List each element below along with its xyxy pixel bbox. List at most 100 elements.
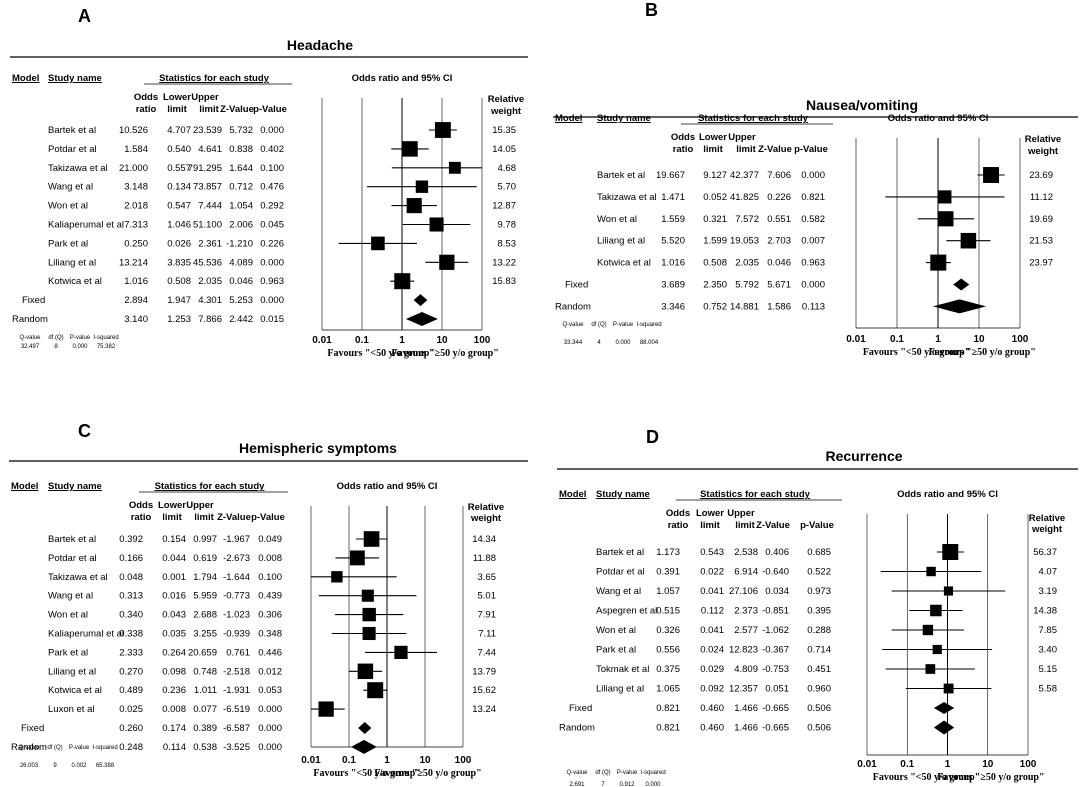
panel-d-row-odds: 0.326 (656, 625, 680, 636)
panel-d-het-label: Q-value (566, 770, 588, 776)
panel-a-row-pvalue: 0.226 (260, 238, 284, 249)
panel-c-row-odds: 0.260 (119, 723, 143, 734)
panel-a-header-upper-limit: limit (199, 104, 219, 115)
panel-c-row-weight: 14.34 (472, 534, 496, 545)
panel-c-row-zvalue: -6.587 (223, 723, 250, 734)
panel-a-row-zvalue: 4.089 (229, 257, 253, 268)
panel-a-study-square (434, 122, 451, 138)
panel-c-tick-label: 0.1 (342, 755, 356, 766)
panel-a-tick-label: 1 (399, 335, 405, 346)
panel-b-row-upper: 14.881 (730, 301, 759, 312)
panel-c-study-square (331, 571, 343, 583)
panel-b-study-square (938, 190, 952, 204)
panel-b-het-value: 0.000 (615, 340, 631, 346)
panel-c-row-weight: 7.11 (478, 629, 496, 640)
panel-b-row-pvalue: 0.000 (801, 280, 825, 291)
panel-b-row-odds: 1.559 (661, 214, 685, 225)
panel-a-row-upper: 7.866 (198, 314, 222, 325)
panel-d-study-square (943, 586, 954, 596)
panel-c-row-pvalue: 0.306 (258, 610, 282, 621)
panel-d-het-label: I-squared (640, 770, 665, 776)
panel-b-row-pvalue: 0.582 (801, 214, 825, 225)
panel-a-row-zvalue: 2.442 (229, 314, 253, 325)
panel-c-row-upper: 0.619 (193, 553, 217, 564)
panel-c-favours-right: Favours "≥50 y/o group" (374, 768, 481, 779)
panel-b-row-weight: 19.69 (1029, 214, 1053, 225)
panel-c-row-lower: 0.035 (162, 629, 186, 640)
panel-a-header-study-name: Study name (48, 73, 102, 84)
panel-a-row-name: Won et al (48, 201, 88, 212)
panel-d-pooled-diamond (933, 720, 955, 735)
panel-d-row-weight: 3.40 (1039, 645, 1058, 656)
panel-d-header-lower-limit: limit (700, 520, 720, 531)
panel-d-het-label: P-value (617, 770, 638, 776)
panel-c-study-square (362, 607, 376, 622)
panel-b-het-value: 33.344 (564, 340, 583, 346)
panel-d-row-pvalue: 0.506 (807, 723, 831, 734)
panel-b-tick-label: 1 (935, 334, 941, 345)
panel-a-row-weight: 13.22 (492, 257, 516, 268)
panel-c-row-name: Potdar et al (48, 553, 97, 564)
panel-a-row-weight: 9.78 (498, 220, 517, 231)
panel-a-row-name: Potdar et al (48, 144, 97, 155)
panel-d-row-upper: 4.809 (734, 664, 758, 675)
panel-a-row-pvalue: 0.045 (260, 220, 284, 231)
panel-b-row-zvalue: 5.671 (767, 280, 791, 291)
panel-a-row-odds: 13.214 (119, 257, 148, 268)
panel-a-study-square (371, 236, 385, 251)
panel-a-het-value: 0.000 (72, 344, 88, 350)
panel-d-letter: D (646, 427, 659, 447)
panel-b-study-square (938, 211, 954, 227)
panel-d-row-zvalue: -0.367 (762, 645, 789, 656)
panel-c-row-upper: 1.794 (193, 572, 217, 583)
panel-c-row-weight: 5.01 (478, 591, 497, 602)
panel-b-row-name: Won et al (597, 214, 637, 225)
panel-a-row-odds: 3.148 (124, 182, 148, 193)
panel-d-row-name: Liliang et al (596, 684, 644, 695)
panel-a-het-label: P-value (70, 335, 91, 341)
panel-a-row-zvalue: 1.054 (229, 201, 253, 212)
panel-c-row-upper: 0.389 (193, 723, 217, 734)
panel-b-row-upper: 42.377 (730, 170, 759, 181)
panel-a-header-lower-limit: limit (167, 104, 187, 115)
panel-d-row-zvalue: -0.665 (762, 703, 789, 714)
panel-a-study-square (415, 180, 429, 193)
panel-a-row-name: Bartek et al (48, 125, 96, 136)
panel-c-het-value: 26.003 (20, 763, 39, 769)
panel-c-row-pvalue: 0.000 (258, 742, 282, 753)
panel-b-row-name: Bartek et al (597, 170, 645, 181)
panel-b-row-pvalue: 0.113 (802, 301, 825, 312)
panel-a-study-square (448, 161, 461, 174)
panel-a-row-weight: 5.70 (498, 182, 517, 193)
panel-b-row-odds: 1.471 (661, 192, 685, 203)
panel-c-row-zvalue: -2.518 (223, 666, 250, 677)
panel-c-header-lower-limit: limit (162, 512, 182, 523)
panel-c-row-odds: 0.270 (119, 666, 143, 677)
panel-d-tick-label: 1 (945, 759, 951, 770)
panel-c-row-zvalue: -1.644 (223, 572, 250, 583)
panel-a-header-weight: weight (490, 106, 522, 117)
panel-d-row-zvalue: -1.062 (762, 625, 789, 636)
panel-d-row-upper: 2.373 (734, 606, 758, 617)
panel-c-header-upper: Upper (186, 500, 214, 511)
panel-a-row-lower: 1.947 (167, 295, 191, 306)
panel-c-row-pvalue: 0.439 (258, 591, 282, 602)
panel-a-study-square (429, 217, 444, 232)
panel-c-row-name: Fixed (21, 723, 44, 734)
panel-b-row-weight: 23.97 (1029, 258, 1053, 269)
panel-b-row-lower: 2.350 (703, 280, 727, 291)
panel-a-favours-right: Favours "≥50 y/o group" (392, 348, 499, 359)
panel-c-letter: C (78, 421, 91, 441)
panel-a-het-value: 8 (54, 344, 58, 350)
panel-a-letter: A (78, 6, 91, 26)
panel-b-row-name: Liliang et al (597, 236, 645, 247)
panel-c-row-odds: 0.166 (119, 553, 143, 564)
panel-d-header-or-ci: Odds ratio and 95% CI (897, 489, 998, 500)
panel-a-row-upper: 4.641 (198, 144, 222, 155)
panel-c-row-upper: 0.997 (193, 534, 217, 545)
panel-a-header-pvalue: p-Value (253, 104, 287, 115)
panel-d-row-upper: 6.914 (734, 567, 758, 578)
panel-c-tick-label: 0.01 (301, 755, 321, 766)
panel-b-favours-left: Favours "<50 y/o group" (863, 347, 970, 358)
